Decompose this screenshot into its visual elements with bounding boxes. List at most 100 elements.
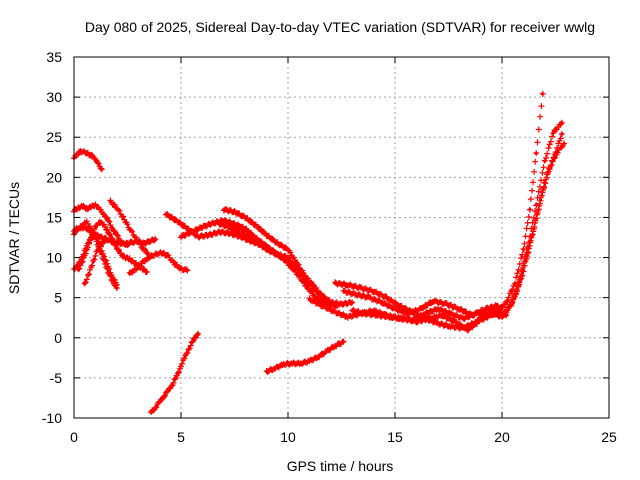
data-point — [76, 206, 80, 210]
x-tick-label: 25 — [601, 429, 617, 445]
series-arc-9 — [126, 249, 191, 276]
data-point — [149, 410, 153, 414]
series-arc-24 — [507, 131, 565, 309]
y-tick-label: 0 — [54, 330, 62, 346]
data-point — [504, 300, 508, 305]
data-point — [123, 255, 127, 260]
data-point — [80, 259, 85, 264]
data-point — [89, 205, 93, 209]
data-point — [436, 321, 440, 325]
data-point — [106, 230, 110, 234]
series-arc-21 — [494, 90, 546, 318]
series-arc-16 — [263, 338, 347, 375]
data-point — [110, 227, 115, 231]
x-tick-label: 5 — [177, 429, 185, 445]
data-point — [115, 283, 119, 287]
data-point — [153, 405, 157, 410]
data-point — [80, 204, 85, 208]
data-point — [128, 272, 132, 276]
data-point — [299, 361, 303, 366]
x-axis-label: GPS time / hours — [287, 458, 394, 474]
data-point — [350, 300, 354, 305]
data-point — [333, 344, 337, 348]
data-point — [117, 241, 121, 245]
data-point — [372, 289, 376, 293]
y-tick-label: -5 — [50, 370, 63, 386]
y-tick-label: 30 — [46, 89, 62, 105]
axis-ticks: 0 5 10 15 20 25 -10 -5 0 5 10 15 20 25 30 35 — [42, 49, 617, 445]
data-point — [102, 223, 106, 228]
data-point — [521, 247, 526, 252]
data-point — [288, 260, 292, 264]
data-point — [551, 156, 555, 160]
data-point — [134, 236, 138, 240]
data-point — [85, 227, 89, 231]
data-point — [406, 312, 410, 316]
series-arc-8 — [107, 197, 152, 258]
data-point — [106, 219, 110, 223]
data-point — [153, 237, 157, 241]
data-point — [461, 316, 466, 321]
data-point — [453, 320, 457, 324]
data-point — [185, 268, 190, 272]
data-point — [500, 313, 504, 317]
data-point — [145, 270, 149, 274]
data-point — [175, 374, 179, 378]
data-point — [170, 382, 175, 386]
data-point — [309, 281, 314, 285]
y-tick-label: 25 — [46, 129, 62, 145]
data-point — [100, 167, 104, 171]
data-point — [235, 223, 239, 228]
data-point — [89, 236, 93, 240]
y-axis-label: SDTVAR / TECUs — [6, 182, 22, 294]
data-point — [172, 262, 177, 266]
data-point — [457, 307, 461, 311]
data-point — [286, 247, 290, 252]
data-point — [100, 241, 104, 245]
data-point — [526, 251, 530, 255]
data-point — [449, 312, 453, 316]
data-point — [179, 267, 183, 271]
grid — [74, 57, 609, 418]
data-point — [217, 230, 222, 234]
data-point — [175, 219, 179, 223]
data-point — [297, 263, 301, 268]
data-point — [222, 207, 226, 212]
data-point — [85, 220, 89, 224]
data-point — [243, 215, 247, 220]
data-point — [436, 307, 440, 311]
y-tick-label: 10 — [46, 250, 62, 266]
data-point — [339, 302, 344, 306]
data-point — [324, 349, 329, 354]
data-point — [115, 206, 119, 210]
x-tick-label: 20 — [494, 429, 510, 445]
data-point — [153, 252, 157, 256]
data-point — [427, 316, 431, 321]
data-point — [183, 354, 187, 358]
data-point — [128, 227, 132, 231]
data-point — [496, 312, 500, 316]
data-point — [115, 286, 119, 290]
data-point — [121, 215, 125, 220]
data-point — [265, 369, 269, 374]
data-point — [119, 252, 123, 256]
data-point — [491, 312, 496, 316]
data-point — [93, 225, 97, 229]
data-point — [342, 289, 346, 293]
data-point — [143, 241, 147, 245]
data-point — [102, 212, 106, 216]
data-point — [228, 225, 232, 229]
data-point — [483, 307, 487, 311]
data-point — [106, 265, 110, 269]
data-point — [239, 231, 243, 236]
data-point — [207, 233, 211, 237]
data-point — [98, 207, 102, 212]
data-point — [504, 310, 508, 314]
data-point — [130, 240, 134, 244]
data-point — [380, 300, 384, 305]
data-point — [320, 294, 324, 298]
data-point — [346, 315, 350, 319]
data-point — [307, 297, 311, 301]
chart-title: Day 080 of 2025, Sidereal Day-to-day VTE… — [85, 19, 595, 35]
